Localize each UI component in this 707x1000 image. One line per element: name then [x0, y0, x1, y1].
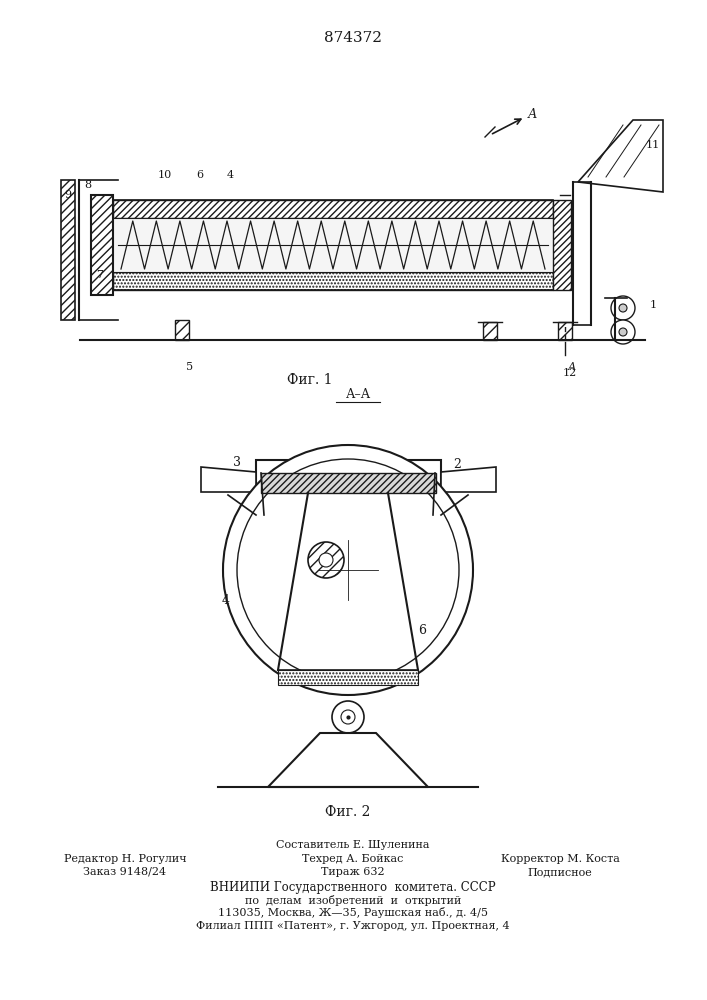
- Text: 6: 6: [197, 170, 204, 180]
- Bar: [113, 272, 553, 290]
- Bar: [113, 218, 553, 272]
- Text: 9: 9: [64, 190, 71, 200]
- Bar: [256, 460, 441, 515]
- Text: А: А: [528, 108, 537, 121]
- Text: 4: 4: [222, 593, 230, 606]
- Circle shape: [308, 542, 344, 578]
- Bar: [274, 482, 423, 492]
- Circle shape: [619, 328, 627, 336]
- Text: 4: 4: [226, 170, 233, 180]
- Text: 3: 3: [233, 456, 241, 468]
- Text: ВНИИПИ Государственного  комитета. СССР: ВНИИПИ Государственного комитета. СССР: [210, 880, 496, 894]
- Polygon shape: [268, 733, 428, 787]
- Circle shape: [611, 320, 635, 344]
- Text: 12: 12: [563, 368, 577, 378]
- Bar: [483, 322, 497, 340]
- Text: 7: 7: [96, 270, 103, 280]
- Text: 8: 8: [84, 180, 92, 190]
- Polygon shape: [578, 120, 663, 192]
- Text: Составитель Е. Шуленина: Составитель Е. Шуленина: [276, 840, 430, 850]
- Text: 10: 10: [158, 170, 172, 180]
- Bar: [278, 670, 418, 685]
- Text: А: А: [568, 362, 576, 372]
- Circle shape: [611, 296, 635, 320]
- Polygon shape: [201, 467, 256, 492]
- Text: Заказ 9148/24: Заказ 9148/24: [83, 867, 167, 877]
- Bar: [558, 322, 572, 340]
- Circle shape: [341, 710, 355, 724]
- Text: по  делам  изобретений  и  открытий: по делам изобретений и открытий: [245, 894, 461, 906]
- Bar: [553, 200, 571, 290]
- Text: Подписное: Подписное: [527, 867, 592, 877]
- Text: 1: 1: [650, 300, 657, 310]
- Text: Фиг. 2: Фиг. 2: [325, 805, 370, 819]
- Text: А–А: А–А: [346, 388, 370, 401]
- Text: Корректор М. Коста: Корректор М. Коста: [501, 854, 619, 864]
- Text: 874372: 874372: [324, 31, 382, 45]
- Polygon shape: [441, 467, 496, 492]
- Bar: [268, 478, 429, 496]
- Circle shape: [319, 553, 333, 567]
- Text: 5: 5: [187, 362, 194, 372]
- Text: 6: 6: [418, 624, 426, 637]
- Text: Фиг. 1: Фиг. 1: [287, 373, 333, 387]
- Text: 113035, Москва, Ж—35, Раушская наб., д. 4/5: 113035, Москва, Ж—35, Раушская наб., д. …: [218, 908, 488, 918]
- Circle shape: [223, 445, 473, 695]
- Text: 2: 2: [453, 458, 461, 472]
- Text: Тираж 632: Тираж 632: [321, 867, 385, 877]
- Text: Техред А. Бойкас: Техред А. Бойкас: [303, 854, 404, 864]
- Text: Филиал ППП «Патент», г. Ужгород, ул. Проектная, 4: Филиал ППП «Патент», г. Ужгород, ул. Про…: [196, 921, 510, 931]
- Text: Редактор Н. Рогулич: Редактор Н. Рогулич: [64, 854, 187, 864]
- Text: 11: 11: [646, 140, 660, 150]
- Circle shape: [619, 304, 627, 312]
- Bar: [175, 320, 189, 340]
- Circle shape: [237, 459, 459, 681]
- Bar: [113, 200, 553, 218]
- Bar: [261, 473, 436, 493]
- Circle shape: [332, 701, 364, 733]
- Bar: [61, 180, 75, 320]
- Bar: [91, 195, 113, 295]
